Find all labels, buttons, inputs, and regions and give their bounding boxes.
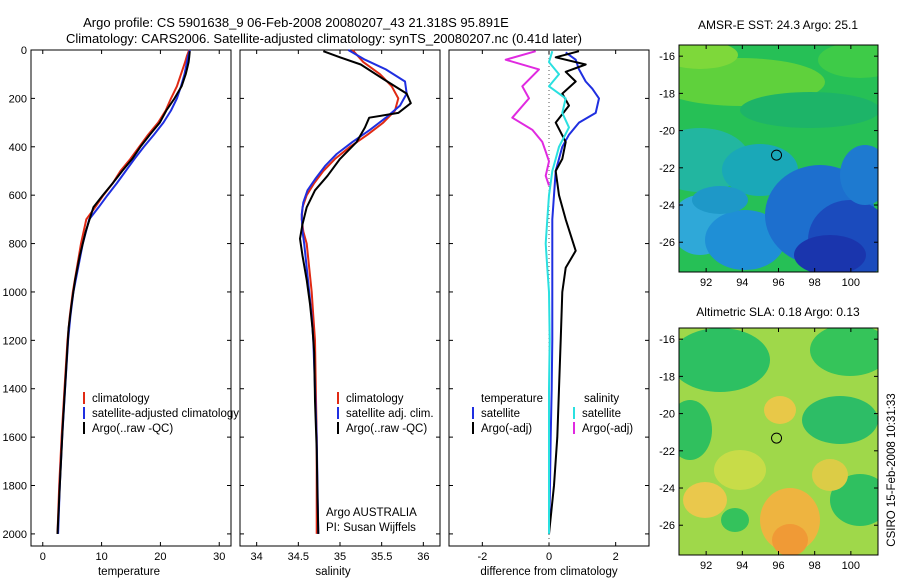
map-y-tick-label: -18 [659, 371, 675, 383]
map-y-tick-label: -26 [659, 520, 675, 532]
y-tick-label: 400 [9, 142, 27, 154]
series-line-satellite-adjusted-climatology [57, 49, 191, 534]
x-tick-label: 0 [40, 551, 46, 563]
x-tick-label: 36 [417, 551, 429, 563]
sla-map-axes: 92 94 96 98 100 -16 -18 -20 -22 -24 -26 [659, 328, 878, 572]
map-y-tick-label: -24 [659, 483, 675, 495]
salinity-legend: climatology satellite adj. clim. Argo(..… [337, 392, 434, 435]
x-tick-label: 0 [546, 551, 552, 563]
y-tick-label: 1000 [3, 287, 27, 299]
legend-label-temp-argo: Argo(-adj) [481, 423, 532, 435]
salinity-xlabel: salinity [315, 566, 350, 578]
x-tick-label: 10 [95, 551, 107, 563]
series-line-salinity-argo-adj- [504, 50, 550, 186]
y-tick-label: 1200 [3, 335, 27, 347]
difference-xlabel: difference from climatology [480, 566, 617, 578]
legend-title-salinity: salinity [584, 393, 619, 405]
temperature-xlabel: temperature [98, 566, 160, 578]
map-y-tick-label: -16 [659, 334, 675, 346]
sla-map-title: Altimetric SLA: 0.18 Argo: 0.13 [696, 305, 860, 319]
series-line-climatology [56, 49, 191, 534]
map-y-tick-label: -20 [659, 409, 675, 421]
x-tick-label: 30 [213, 551, 225, 563]
temperature-plot: 0 10 20 30 0 200 400 600 800 1000 1200 1400 1600 1800… [3, 45, 231, 563]
legend-title-temperature: temperature [481, 393, 543, 405]
y-tick-label: 2000 [3, 529, 27, 541]
map-x-tick-label: 100 [842, 560, 860, 572]
y-tick-label: 1400 [3, 384, 27, 396]
legend-label-satellite: satellite-adjusted climatology [92, 408, 239, 420]
map-y-tick-label: -20 [659, 126, 675, 138]
x-tick-label: 34 [251, 551, 263, 563]
x-tick-label: 20 [154, 551, 166, 563]
map-x-tick-label: 92 [700, 277, 712, 289]
map-y-tick-label: -22 [659, 163, 675, 175]
map-x-tick-label: 94 [736, 560, 748, 572]
temperature-legend: climatology satellite-adjusted climatolo… [83, 392, 239, 435]
x-tick-label: 35 [334, 551, 346, 563]
sla-map-field [679, 328, 878, 555]
sst-map-axes: 92 94 96 98 100 -16 -18 -20 -22 -24 -26 [659, 45, 878, 289]
map-y-tick-label: -26 [659, 237, 675, 249]
x-tick-label: 34.5 [288, 551, 309, 563]
x-tick-label: 2 [613, 551, 619, 563]
map-y-tick-label: -22 [659, 446, 675, 458]
difference-plot: -2 0 2 [449, 49, 649, 563]
y-tick-label: 1600 [3, 432, 27, 444]
legend-label-sal-argo: Argo(-adj) [582, 423, 633, 435]
difference-legend: temperature salinity satellite Argo(-adj… [472, 393, 633, 435]
legend-label-satellite: satellite adj. clim. [346, 408, 434, 420]
sst-map-field [679, 45, 878, 272]
map-x-tick-label: 92 [700, 560, 712, 572]
legend-label-temp-satellite: satellite [481, 408, 520, 420]
map-x-tick-label: 100 [842, 277, 860, 289]
temperature-panel-frame [30, 49, 232, 547]
y-tick-label: 800 [9, 239, 27, 251]
map-x-tick-label: 98 [809, 277, 821, 289]
series-line-argo-raw-qc- [56, 51, 191, 534]
sst-map-title: AMSR-E SST: 24.3 Argo: 25.1 [698, 18, 858, 32]
legend-label-climatology: climatology [92, 393, 150, 405]
legend-label-argo: Argo(..raw -QC) [346, 423, 427, 435]
series-line-temperature-satellite [548, 51, 600, 534]
argo-location-marker [771, 432, 783, 444]
series-line-argo-raw-qc- [299, 50, 412, 534]
map-x-tick-label: 94 [736, 277, 748, 289]
figure-title-line1: Argo profile: CS 5901638_9 06-Feb-2008 2… [83, 15, 509, 30]
series-line-salinity-satellite [544, 50, 570, 534]
pi-label: PI: Susan Wijffels [326, 522, 416, 534]
legend-label-argo: Argo(..raw -QC) [92, 423, 173, 435]
y-tick-label: 1800 [3, 481, 27, 493]
legend-label-sal-satellite: satellite [582, 408, 621, 420]
y-tick-label: 600 [9, 190, 27, 202]
x-tick-label: 35.5 [371, 551, 392, 563]
map-y-tick-label: -24 [659, 200, 675, 212]
salinity-plot: 34 34.5 35 35.5 36 [240, 49, 440, 563]
legend-label-climatology: climatology [346, 393, 404, 405]
series-line-temperature-argo-adj- [548, 50, 587, 535]
map-y-tick-label: -18 [659, 88, 675, 100]
map-y-tick-label: -16 [659, 51, 675, 63]
map-x-tick-label: 96 [772, 277, 784, 289]
x-tick-label: -2 [477, 551, 487, 563]
csiro-timestamp: CSIRO 15-Feb-2008 10:31:33 [886, 393, 898, 546]
map-x-tick-label: 96 [772, 560, 784, 572]
argo-australia-label: Argo AUSTRALIA [326, 507, 417, 519]
figure-title-line2: Climatology: CARS2006. Satellite-adjuste… [66, 31, 582, 46]
y-tick-label: 200 [9, 93, 27, 105]
y-tick-label: 0 [21, 45, 27, 57]
salinity-panel-frame [239, 49, 441, 547]
argo-location-marker [771, 149, 783, 161]
map-x-tick-label: 98 [809, 560, 821, 572]
